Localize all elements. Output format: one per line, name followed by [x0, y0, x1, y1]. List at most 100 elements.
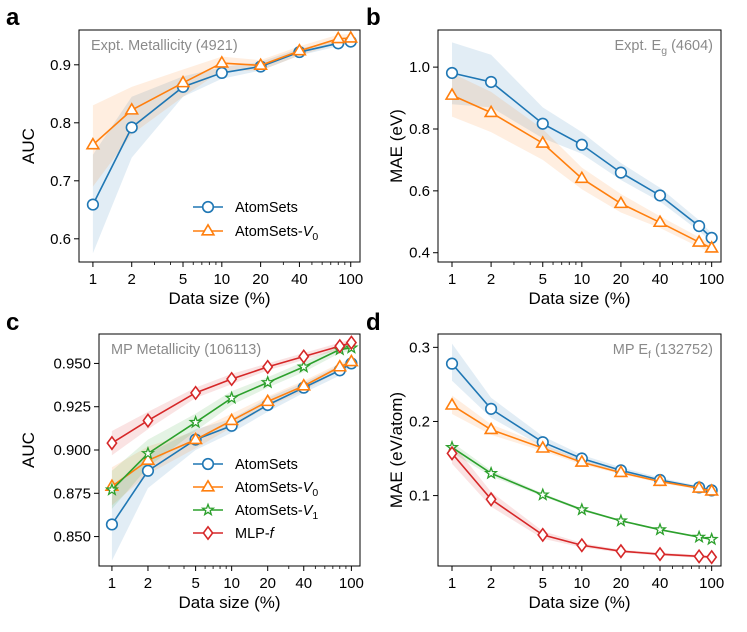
series-line: [111, 341, 352, 444]
confidence-bands: [452, 343, 712, 559]
data-point: [704, 483, 719, 496]
series-line: [451, 72, 713, 239]
legend-label-sub: 0: [312, 487, 318, 499]
data-point: [535, 487, 550, 501]
data-point: [693, 548, 705, 564]
data-point: [260, 374, 275, 389]
x-tick-label: 20: [259, 575, 276, 592]
plot-frame: [437, 29, 722, 263]
data-point: [535, 440, 551, 453]
data-point: [188, 431, 203, 445]
data-point: [142, 413, 154, 429]
x-tick-label: 40: [291, 271, 308, 288]
x-tick-label: 100: [339, 575, 364, 592]
panel-c: c1 2 5 10 20 40 1000.8500.8750.9000.9250.950Da…: [6, 309, 364, 612]
annotation-tail: (132752): [651, 342, 713, 358]
chart-annotation: MP Ef (132752): [613, 342, 713, 361]
legend-label-main: AtomSets-: [235, 224, 303, 240]
annotation-subscript: g: [661, 45, 667, 57]
series-atomsets-v1: [444, 439, 719, 546]
data-point: [575, 138, 588, 151]
y-tick-label: 0.2: [409, 413, 430, 430]
data-point: [332, 359, 348, 372]
series-atomsets-v0: [85, 30, 359, 150]
x-tick-label: 20: [613, 271, 630, 288]
data-point: [614, 166, 628, 179]
data-point: [344, 353, 359, 367]
series-line: [451, 94, 713, 249]
annotation-main: MP E: [613, 342, 649, 358]
data-point: [445, 357, 459, 370]
data-point: [574, 502, 589, 516]
data-point: [226, 371, 238, 387]
legend-label-main: MLP-: [235, 526, 270, 542]
series-atomsets-v0: [444, 397, 719, 496]
data-point: [484, 75, 498, 89]
panel-b: b 1 2 5 10 20 40 100 0.4 0.6 0.8 1.0 Data size (%) MA…: [366, 4, 724, 308]
y-tick-label: 0.950: [53, 355, 91, 372]
legend-marker: [200, 223, 216, 236]
data-point: [86, 198, 100, 211]
y-axis-label: MAE (eV/atom): [387, 392, 406, 508]
band-atomsets-v0: [111, 358, 352, 506]
data-point: [483, 421, 499, 435]
data-point: [140, 445, 156, 460]
legend-marker: [201, 457, 215, 471]
legend-label-var: f: [270, 526, 276, 542]
series-line: [451, 404, 712, 492]
x-tick-label: 40: [295, 575, 312, 592]
data-point: [704, 531, 719, 546]
y-axis-label: AUC: [19, 128, 38, 164]
y-tick-label: 0.9: [50, 57, 71, 74]
y-tick-label: 0.925: [53, 399, 91, 416]
annotation-main: Expt. E: [614, 38, 661, 54]
legend-label: AtomSets-V0: [235, 480, 318, 499]
data-point: [444, 397, 460, 410]
x-tick-label: 2: [487, 575, 495, 592]
x-tick-label: 10: [223, 575, 240, 592]
data-point: [706, 549, 718, 565]
annotation-tail: (4604): [667, 38, 713, 54]
x-axis-label: Data size (%): [168, 289, 270, 308]
data-point: [253, 57, 268, 71]
x-tick-label: 20: [252, 271, 269, 288]
series-line: [92, 40, 351, 205]
legend-label: MLP-f: [235, 526, 276, 542]
data-point: [654, 546, 666, 562]
y-tick-label: 0.4: [409, 245, 430, 262]
plot-frame: [78, 29, 361, 263]
data-point: [215, 66, 228, 80]
x-tick-label: 2: [144, 575, 152, 592]
series-line: [451, 363, 712, 492]
legend-label-main: AtomSets-: [235, 503, 303, 519]
band-mlp-f: [111, 339, 352, 456]
series-atomsets-v0: [104, 353, 359, 492]
data-point: [125, 121, 138, 134]
data-point: [85, 137, 101, 150]
y-tick-label: 1.0: [409, 59, 430, 76]
legend-label: AtomSets-V1: [235, 503, 318, 522]
x-tick-label: 10: [573, 271, 590, 288]
x-axis-label: Data size (%): [528, 593, 630, 612]
x-tick-label: 1: [108, 575, 116, 592]
legend-label-var: V: [303, 480, 314, 496]
plot-frame: [437, 333, 722, 567]
x-tick-label: 40: [652, 575, 669, 592]
series-line: [92, 37, 351, 146]
y-tick-label: 0.900: [53, 442, 91, 459]
band-atomsets: [92, 39, 351, 254]
series-atomsets-v1: [104, 340, 359, 496]
legend-marker: [200, 479, 216, 492]
data-point: [536, 117, 549, 130]
chart-annotation: Expt. Metallicity (4921): [91, 38, 238, 54]
data-point: [652, 522, 668, 536]
data-point: [484, 402, 498, 415]
data-point: [574, 170, 590, 184]
panel-letter: d: [366, 309, 381, 336]
panel-d: d 1 2 5 10 20 40 100 0.1 0.2 0.3 Data size (%) MAE (…: [366, 309, 724, 612]
band-atomsets-v0: [452, 73, 712, 253]
y-tick-label: 0.850: [53, 529, 91, 546]
data-point: [652, 214, 668, 228]
data-point: [704, 240, 719, 253]
